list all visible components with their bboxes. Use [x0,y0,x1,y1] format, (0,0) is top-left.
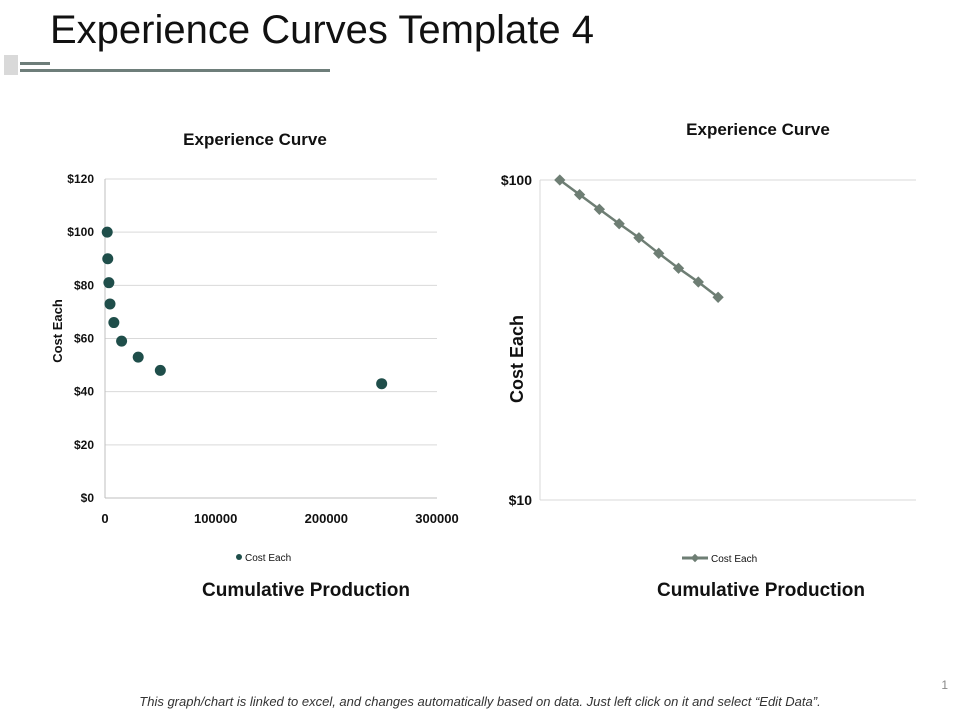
y-tick-label: $100 [501,172,532,188]
x-tick-label: 0 [101,511,108,526]
y-tick-label: $20 [74,438,94,452]
page-number: 1 [941,678,948,692]
x-tick-label: 100000 [194,511,237,526]
data-point[interactable] [573,188,586,201]
chart-title: Experience Curve [686,120,830,139]
data-point[interactable] [116,335,128,347]
y-tick-label: $40 [74,385,94,399]
footer-note: This graph/chart is linked to excel, and… [139,694,821,709]
data-point[interactable] [593,203,606,215]
data-point[interactable] [554,174,566,186]
y-tick-label: $10 [509,492,533,508]
data-point[interactable] [102,253,114,265]
data-point[interactable] [613,218,625,230]
y-tick-label: $100 [67,225,94,239]
data-point[interactable] [653,247,665,259]
data-point[interactable] [154,364,166,376]
legend-marker [690,553,700,563]
data-point[interactable] [103,277,115,289]
y-tick-label: $60 [74,332,94,346]
data-point[interactable] [672,262,685,274]
y-tick-label: $0 [81,491,95,505]
data-point[interactable] [108,317,120,329]
data-point[interactable] [104,298,116,310]
legend-label: Cost Each [711,554,757,565]
title-accent-box [4,55,18,75]
title-rule-long [20,69,330,72]
data-point[interactable] [633,232,645,244]
slide-title: Experience Curves Template 4 [50,8,594,52]
line-chart[interactable]: Experience Curve $10 $100 Cost Each Cost … [0,0,960,600]
title-rule-short [20,62,50,65]
data-point[interactable] [101,226,113,238]
data-point[interactable] [132,351,144,363]
x-tick-label: 300000 [415,511,458,526]
legend-label: Cost Each [245,553,291,564]
chart-title: Experience Curve [183,130,327,149]
data-point[interactable] [712,291,724,303]
x-tick-label: 200000 [305,511,348,526]
x-axis-caption-left: Cumulative Production [202,580,410,601]
data-point[interactable] [376,378,388,390]
y-axis-label: Cost Each [50,299,65,363]
y-tick-label: $80 [74,278,94,292]
x-axis-caption-right: Cumulative Production [657,580,865,601]
data-point[interactable] [692,276,704,288]
scatter-chart[interactable]: Experience Curve $0$20$40$60$80$100$120 … [0,0,480,600]
legend-marker [236,554,242,560]
y-axis-label: Cost Each [507,315,527,403]
y-tick-label: $120 [67,172,94,186]
